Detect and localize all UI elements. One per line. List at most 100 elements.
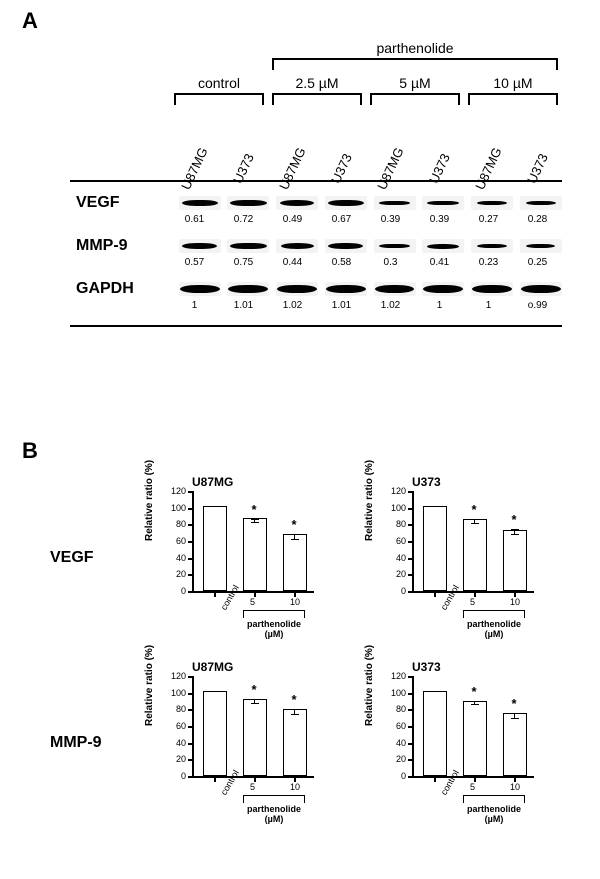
y-tick-label: 80 [380, 519, 406, 529]
blot-band [182, 243, 217, 249]
significance-marker: * [251, 682, 256, 697]
y-tick-label: 120 [380, 486, 406, 496]
blot-band [477, 244, 506, 248]
blot-band [375, 285, 415, 293]
dose-group-label: control [170, 70, 268, 91]
densitometry-value: 0.58 [317, 257, 366, 268]
protein-label: MMP-9 [70, 237, 175, 255]
y-tick-label: 0 [380, 586, 406, 596]
dose-group-label: 10 µM [464, 70, 562, 91]
y-tick-label: 20 [160, 569, 186, 579]
panel-b-barcharts: VEGFU87MGRelative ratio (%)0204060801001… [50, 475, 570, 825]
blot-band [281, 243, 314, 248]
lane-label: U373 [426, 151, 453, 186]
significance-marker: * [291, 692, 296, 707]
y-axis-title: Relative ratio (%) [144, 645, 155, 726]
chart-cell-line-title: U373 [412, 475, 441, 489]
significance-marker: * [251, 502, 256, 517]
lane-label: U87MG [472, 145, 505, 192]
chart-bar [423, 691, 447, 776]
densitometry-value: 0.72 [219, 214, 268, 225]
densitometry-value: 0.49 [268, 214, 317, 225]
densitometry-value: 0.3 [366, 257, 415, 268]
y-tick-label: 80 [380, 704, 406, 714]
densitometry-value: 1 [415, 300, 464, 311]
blot-band [230, 243, 267, 250]
chart-bar [203, 506, 227, 591]
blot-band [379, 201, 411, 206]
blot-band [182, 200, 218, 206]
x-tick-label: 5 [250, 597, 255, 607]
blot-band [280, 200, 314, 205]
blot-band [526, 201, 556, 205]
y-tick-label: 100 [380, 688, 406, 698]
chart-cell-line-title: U87MG [192, 660, 233, 674]
densitometry-value: 0.41 [415, 257, 464, 268]
x-tick-label: 5 [470, 782, 475, 792]
densitometry-value: 1 [170, 300, 219, 311]
bar-chart: U373Relative ratio (%)020406080100120con… [370, 475, 560, 640]
x-dose-label: parthenolide (µM) [463, 619, 525, 639]
densitometry-value: 0.61 [170, 214, 219, 225]
y-tick-label: 60 [380, 536, 406, 546]
densitometry-value: 0.39 [366, 214, 415, 225]
protein-label: VEGF [70, 194, 175, 212]
protein-label: GAPDH [70, 280, 175, 298]
y-tick-label: 40 [160, 553, 186, 563]
bar-chart: U87MGRelative ratio (%)020406080100120co… [150, 475, 340, 640]
panel-a-western-blot: parthenolidecontrol2.5 µM5 µM10 µM U87MG U… [70, 40, 565, 327]
lane-label: U87MG [178, 145, 211, 192]
chart-bar [243, 699, 267, 776]
y-axis-title: Relative ratio (%) [364, 645, 375, 726]
y-tick-label: 60 [380, 721, 406, 731]
panel-b-label: B [22, 438, 38, 464]
lane-label: U373 [230, 151, 257, 186]
chart-bar [283, 534, 307, 591]
panel-a-label: A [22, 8, 38, 34]
blot-band [277, 285, 317, 293]
chart-cell-line-title: U373 [412, 660, 441, 674]
lane-label: U373 [524, 151, 551, 186]
chart-bar [423, 506, 447, 591]
y-tick-label: 20 [380, 754, 406, 764]
chart-bar [203, 691, 227, 776]
dose-group-label: 2.5 µM [268, 70, 366, 91]
y-tick-label: 60 [160, 536, 186, 546]
lane-label: U87MG [374, 145, 407, 192]
densitometry-value: 0.57 [170, 257, 219, 268]
y-tick-label: 0 [380, 771, 406, 781]
densitometry-value: 0.39 [415, 214, 464, 225]
blot-band [328, 200, 364, 206]
y-axis-title: Relative ratio (%) [364, 460, 375, 541]
y-tick-label: 40 [160, 738, 186, 748]
y-tick-label: 120 [160, 671, 186, 681]
blot-band [427, 244, 459, 249]
y-tick-label: 0 [160, 771, 186, 781]
blot-band [526, 244, 555, 248]
x-tick-label: 10 [290, 597, 300, 607]
y-tick-label: 100 [160, 688, 186, 698]
significance-marker: * [511, 696, 516, 711]
y-tick-label: 120 [160, 486, 186, 496]
lane-label: U373 [328, 151, 355, 186]
x-tick-label: 5 [250, 782, 255, 792]
densitometry-value: 0.23 [464, 257, 513, 268]
densitometry-value: 1.01 [317, 300, 366, 311]
x-tick-label: 10 [510, 782, 520, 792]
chart-bar [243, 518, 267, 591]
treatment-header: parthenolide [268, 40, 562, 56]
y-tick-label: 20 [380, 569, 406, 579]
chart-bar [463, 519, 487, 591]
y-tick-label: 100 [160, 503, 186, 513]
chart-bar [503, 530, 527, 591]
x-tick-label: 5 [470, 597, 475, 607]
bar-chart: U373Relative ratio (%)020406080100120con… [370, 660, 560, 825]
dose-group-label: 5 µM [366, 70, 464, 91]
densitometry-value: 0.44 [268, 257, 317, 268]
densitometry-value: 0.25 [513, 257, 562, 268]
x-dose-label: parthenolide (µM) [463, 804, 525, 824]
y-tick-label: 40 [380, 738, 406, 748]
chart-row-protein-label: VEGF [50, 475, 130, 640]
blot-band [228, 285, 268, 293]
y-tick-label: 40 [380, 553, 406, 563]
